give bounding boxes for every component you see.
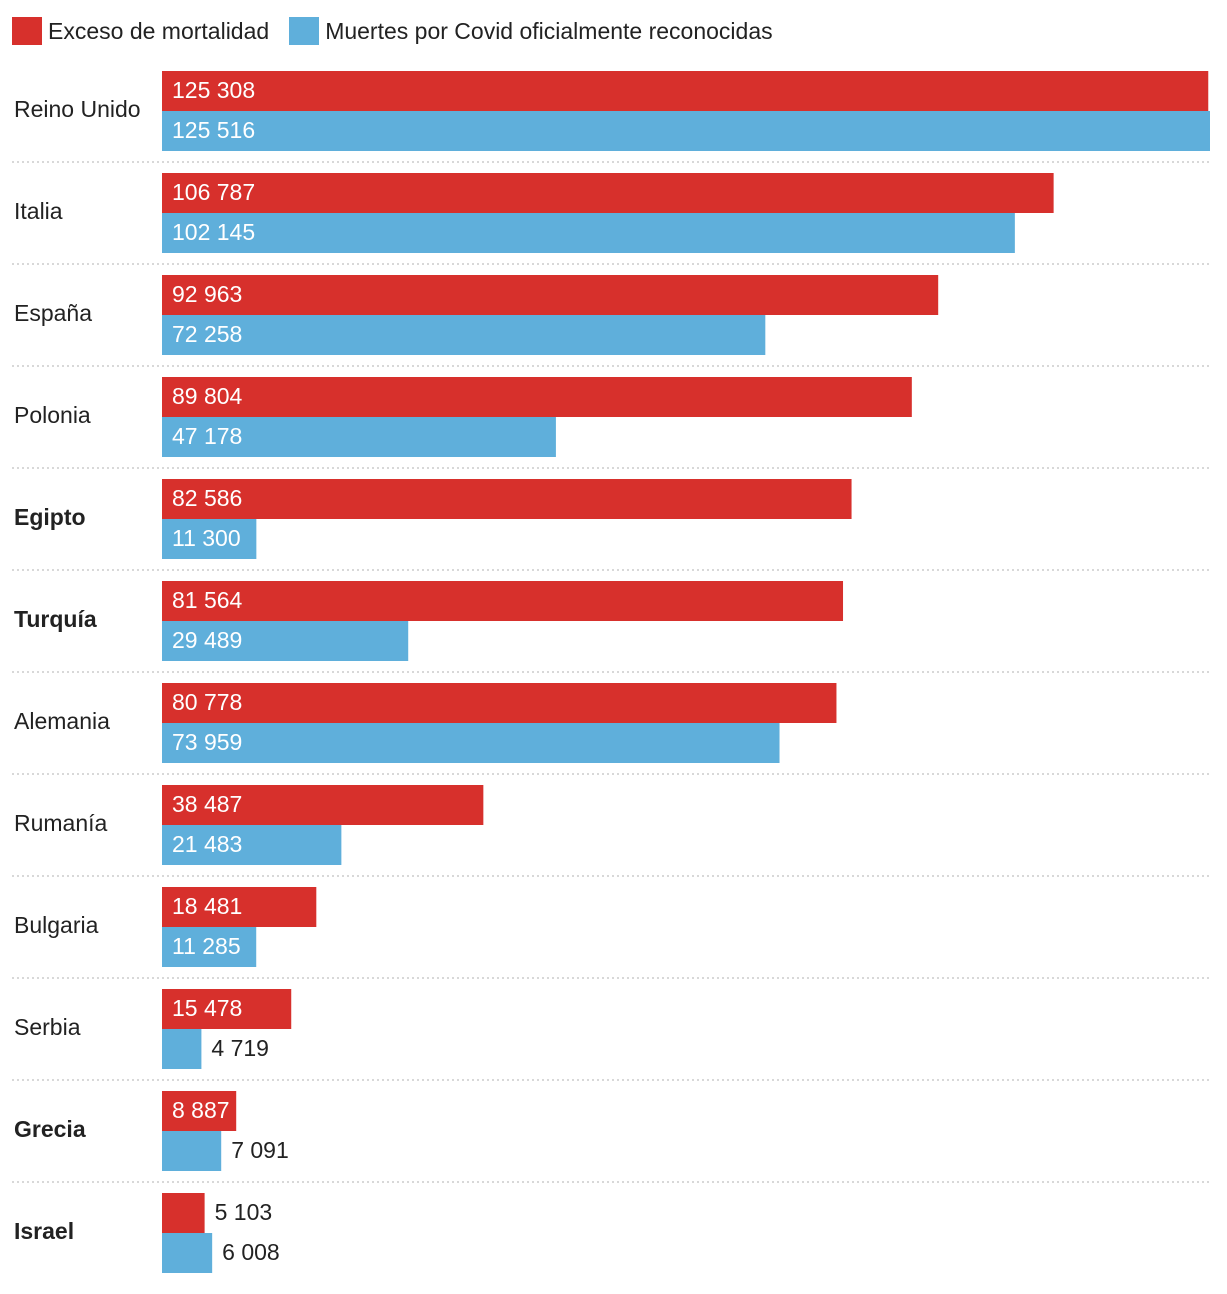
legend-swatch-covid [289,17,320,45]
value-label-covid-turquía: 29 489 [172,627,242,653]
value-label-covid-serbia: 4 719 [211,1035,269,1061]
value-label-covid-polonia: 47 178 [172,423,242,449]
bar-covid-grecia [162,1131,222,1171]
bar-excess-italia [162,173,1054,213]
legend-label-excess: Exceso de mortalidad [48,17,270,44]
category-label-rumanía: Rumanía [14,810,108,836]
chart-legend: Exceso de mortalidad Muertes por Covid o… [12,16,793,46]
value-label-excess-israel: 5 103 [215,1199,273,1225]
value-label-excess-españa: 92 963 [172,281,242,307]
bar-covid-alemania [162,723,780,763]
value-label-covid-reino-unido: 125 516 [172,117,255,143]
legend-label-covid: Muertes por Covid oficialmente reconocid… [325,17,773,44]
value-label-covid-egipto: 11 300 [172,525,241,551]
value-label-excess-turquía: 81 564 [172,587,243,613]
category-label-reino-unido: Reino Unido [14,96,141,122]
bar-excess-egipto [162,479,852,519]
legend-swatch-excess [12,17,42,45]
bar-excess-rumanía [162,785,484,825]
legend-item-covid: Muertes por Covid oficialmente reconocid… [289,17,773,45]
category-label-polonia: Polonia [14,402,91,428]
value-label-covid-italia: 102 145 [172,219,255,245]
value-label-covid-españa: 72 258 [172,321,242,347]
value-label-covid-rumanía: 21 483 [172,831,242,857]
bar-excess-reino-unido [162,71,1209,111]
value-label-covid-alemania: 73 959 [172,729,242,755]
category-label-egipto: Egipto [14,504,86,530]
bar-excess-israel [162,1193,205,1233]
category-label-italia: Italia [14,198,63,224]
value-label-excess-serbia: 15 478 [172,995,242,1021]
bar-excess-bulgaria [162,887,317,927]
value-label-excess-egipto: 82 586 [172,485,242,511]
bar-covid-polonia [162,417,556,457]
value-label-excess-reino-unido: 125 308 [172,77,255,103]
value-label-excess-italia: 106 787 [172,179,255,205]
bar-covid-israel [162,1233,213,1273]
bar-excess-alemania [162,683,837,723]
category-label-españa: España [14,300,92,326]
value-label-excess-polonia: 89 804 [172,383,243,409]
value-label-excess-alemania: 80 778 [172,689,242,715]
value-label-excess-bulgaria: 18 481 [172,893,242,919]
category-label-serbia: Serbia [14,1014,81,1040]
bar-excess-polonia [162,377,912,417]
bar-covid-italia [162,213,1015,253]
bar-covid-serbia [162,1029,202,1069]
bar-covid-egipto [162,519,257,559]
category-label-grecia: Grecia [14,1116,86,1142]
bar-excess-españa [162,275,939,315]
bar-excess-grecia [162,1091,237,1131]
category-label-bulgaria: Bulgaria [14,912,99,938]
legend-item-excess: Exceso de mortalidad [12,17,269,45]
bar-covid-españa [162,315,766,355]
value-label-excess-rumanía: 38 487 [172,791,242,817]
bar-excess-serbia [162,989,292,1029]
bar-covid-reino-unido [162,111,1210,151]
value-label-covid-israel: 6 008 [222,1239,280,1265]
bar-covid-bulgaria [162,927,257,967]
value-label-covid-grecia: 7 091 [231,1137,289,1163]
value-label-covid-bulgaria: 11 285 [172,933,241,959]
category-label-israel: Israel [14,1218,74,1244]
bar-covid-turquía [162,621,409,661]
bar-covid-rumanía [162,825,342,865]
value-label-excess-grecia: 8 887 [172,1097,230,1123]
bar-excess-turquía [162,581,844,621]
category-label-turquía: Turquía [14,606,97,632]
category-label-alemania: Alemania [14,708,110,734]
